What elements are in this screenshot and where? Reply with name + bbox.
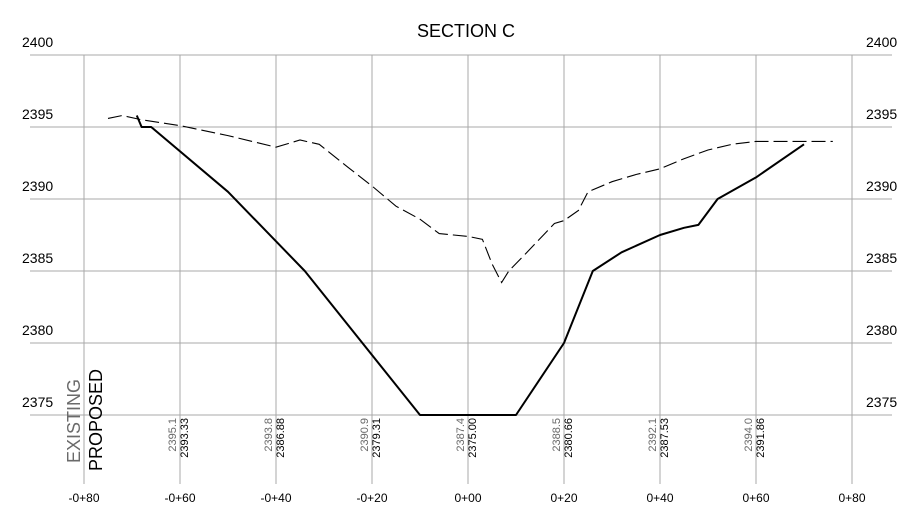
chart-title: SECTION C	[417, 21, 515, 41]
y-tick-left: 2380	[22, 322, 53, 338]
series-existing	[107, 114, 833, 284]
station-label-existing: 2387.4	[455, 418, 467, 452]
y-tick-right: 2385	[866, 250, 897, 266]
x-tick: -0+60	[164, 491, 195, 505]
series-proposed	[135, 115, 805, 416]
x-tick: 0+40	[646, 491, 673, 505]
y-tick-left: 2385	[22, 250, 53, 266]
station-labels: 2395.1 2393.33 2393.8 2386.88 2390.9 2379.31 2…	[167, 418, 767, 458]
legend: EXISTING PROPOSED	[64, 369, 106, 471]
station-label-existing: 2394.0	[743, 418, 755, 452]
station-label-existing: 2392.1	[647, 418, 659, 452]
x-tick: -0+80	[68, 491, 99, 505]
x-tick: -0+40	[260, 491, 291, 505]
y-tick-right: 2395	[866, 106, 897, 122]
station-label-proposed: 2379.31	[371, 418, 383, 458]
y-tick-right: 2390	[866, 178, 897, 194]
x-tick: -0+20	[356, 491, 387, 505]
station-label-proposed: 2375.00	[467, 418, 479, 458]
station-label-proposed: 2391.86	[755, 418, 767, 458]
legend-existing: EXISTING	[64, 379, 84, 463]
station-label-proposed: 2387.53	[659, 418, 671, 458]
station-label-existing: 2390.9	[359, 418, 371, 452]
y-tick-left: 2395	[22, 106, 53, 122]
station-label-proposed: 2380.66	[563, 418, 575, 458]
y-tick-left: 2390	[22, 178, 53, 194]
y-tick-right: 2375	[866, 394, 897, 410]
x-tick: 0+80	[838, 491, 865, 505]
x-tick: 0+20	[550, 491, 577, 505]
station-label-existing: 2388.5	[551, 418, 563, 452]
station-label-existing: 2393.8	[263, 418, 275, 452]
y-axis-ticks: 2400 2400 2395 2395 2390 2390 2385 2385 2380 2380…	[22, 34, 897, 410]
station-label-proposed: 2393.33	[179, 418, 191, 458]
y-tick-right: 2400	[866, 34, 897, 50]
x-tick: 0+60	[742, 491, 769, 505]
x-tick: 0+00	[454, 491, 481, 505]
station-label-proposed: 2386.88	[275, 418, 287, 458]
x-axis-ticks: -0+80 -0+60 -0+40 -0+20 0+00 0+20 0+40 0+60 0+80	[68, 491, 865, 505]
y-tick-left: 2375	[22, 394, 53, 410]
series-lines	[107, 114, 833, 416]
y-tick-left: 2400	[22, 34, 53, 50]
station-label-existing: 2395.1	[167, 418, 179, 452]
y-tick-right: 2380	[866, 322, 897, 338]
legend-proposed: PROPOSED	[86, 369, 106, 471]
